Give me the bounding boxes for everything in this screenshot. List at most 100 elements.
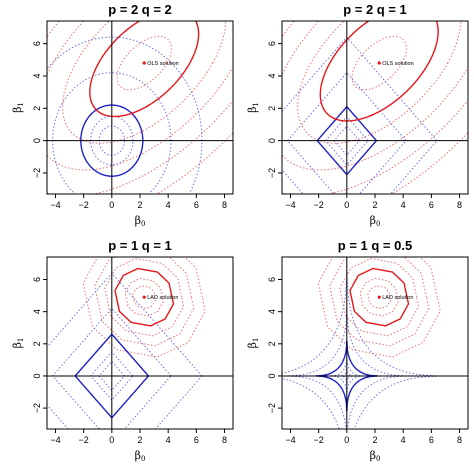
y-axis-label: β1 [11,338,25,349]
y-tick-label: 4 [267,73,277,78]
x-axis-label: β0 [135,214,146,228]
x-tick-label: 2 [137,435,142,445]
x-tick-label: 6 [429,200,434,210]
y-tick-label: 0 [267,373,277,378]
x-tick-label: −4 [285,200,295,210]
panel-4: LAD solution −4 −2 0 2 4 6 8 −2 0 2 4 6 p = 1 q = 0.5… [246,238,469,463]
panel-title: p = 2 q = 1 [343,2,407,17]
y-tick-label: 6 [32,277,42,282]
y-tick-label: 6 [267,277,277,282]
x-tick-label: 6 [194,435,199,445]
plot-frame [46,20,234,195]
loss-contour-dotted [282,21,468,194]
y-tick-label: 2 [32,341,42,346]
x-tick-label: 4 [401,435,406,445]
panel-2: OLS solution −4 −2 0 2 4 6 8 −2 0 2 4 6 p = 2 q = 1 β0… [246,2,469,228]
y-tick-label: 0 [267,138,277,143]
x-axis-label: β0 [135,449,146,463]
x-tick-label: −2 [79,435,89,445]
loss-contour-dotted [47,21,233,194]
plot-area: LAD solution [282,257,468,429]
loss-contour-dotted [47,21,233,171]
loss-contour-dotted [297,21,462,144]
x-tick-label: 8 [457,200,462,210]
plot-area: LAD solution [47,257,233,429]
x-tick-label: 4 [401,200,406,210]
y-tick-label: 2 [267,341,277,346]
x-tick-label: 0 [344,200,349,210]
x-tick-label: 6 [194,200,199,210]
y-axis-label: β1 [246,338,260,349]
tangent-loss-contour [114,267,175,327]
y-tick-label: −2 [267,168,277,178]
y-tick-label: 4 [267,309,277,314]
loss-contour-dotted [155,131,233,194]
x-tick-label: −2 [79,200,89,210]
x-tick-label: 8 [222,435,227,445]
y-tick-label: 0 [32,138,42,143]
estimate-point [142,61,146,65]
estimate-label: OLS solution [147,61,179,67]
y-tick-label: −2 [32,168,42,178]
y-axis-label: β1 [11,102,25,113]
panel-title: p = 2 q = 2 [108,2,172,17]
estimate-point [142,295,146,299]
x-tick-label: 6 [429,435,434,445]
x-axis-label: β0 [370,449,381,463]
plot-frame [46,256,234,430]
loss-contour-dotted [82,257,206,358]
y-tick-label: 6 [32,41,42,46]
x-tick-label: 0 [109,200,114,210]
panel-title: p = 1 q = 1 [108,238,172,253]
tangent-loss-contour [319,21,439,122]
plot-frame [281,256,469,430]
y-tick-label: 4 [32,73,42,78]
estimate-label: LAD solution [382,295,413,301]
penalty-contour-dotted [286,71,407,194]
y-tick-label: 6 [267,41,277,46]
x-tick-label: 4 [166,435,171,445]
x-tick-label: −4 [50,200,60,210]
plot-frame [281,20,469,195]
x-tick-label: −2 [314,435,324,445]
x-tick-label: −4 [285,435,295,445]
estimate-point [377,61,381,65]
y-tick-label: 2 [267,106,277,111]
tangent-loss-contour [89,21,200,118]
y-axis-label: β1 [246,102,260,113]
y-tick-label: −2 [267,403,277,413]
plot-area: OLS solution [282,21,468,194]
estimate-point [377,295,381,299]
plot-area: OLS solution [47,21,233,194]
tangent-loss-contour [349,267,410,327]
loss-contour-dotted [282,21,468,171]
penalty-contour-dotted [282,271,439,429]
x-tick-label: 2 [372,435,377,445]
x-tick-label: −4 [50,435,60,445]
panel-title: p = 1 q = 0.5 [338,238,412,253]
x-tick-label: −2 [314,200,324,210]
penalty-contour-dotted [329,356,364,396]
y-tick-label: 2 [32,106,42,111]
loss-contour-dotted [367,285,392,309]
x-tick-label: 2 [137,200,142,210]
y-tick-label: 4 [32,309,42,314]
panel-3: LAD solution −4 −2 0 2 4 6 8 −2 0 2 4 6 p = 1 q = 1 β0… [11,238,234,463]
loss-contour-dotted [390,131,468,194]
loss-contour-dotted [351,35,407,91]
y-tick-label: 0 [32,373,42,378]
x-axis-label: β0 [370,214,381,228]
loss-contour-dotted [317,257,441,358]
x-tick-label: 4 [166,200,171,210]
loss-contour-dotted [132,285,157,309]
x-tick-label: 8 [457,435,462,445]
x-tick-label: 0 [109,435,114,445]
panel-1: OLS solution −4 −2 0 2 4 6 8 −2 0 2 4 6 p = 2 q = 2 β0… [11,2,234,228]
x-tick-label: 8 [222,200,227,210]
estimate-label: LAD solution [147,295,178,301]
x-tick-label: 2 [372,200,377,210]
x-tick-label: 0 [344,435,349,445]
estimate-label: OLS solution [382,61,414,67]
y-tick-label: −2 [32,403,42,413]
